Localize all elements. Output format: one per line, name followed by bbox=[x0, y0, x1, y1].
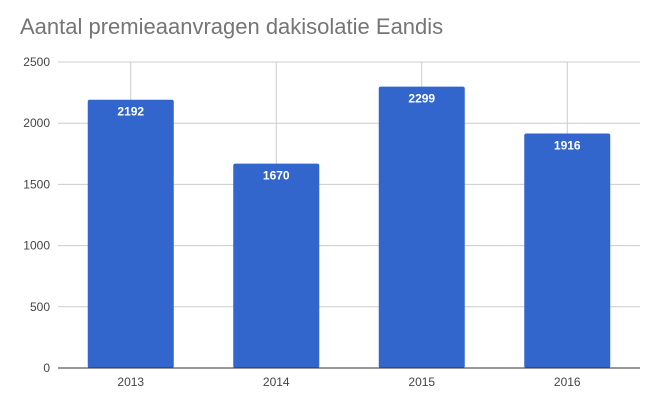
y-tick-label: 1500 bbox=[23, 177, 50, 191]
data-label: 2192 bbox=[117, 105, 144, 119]
x-tick-label: 2015 bbox=[408, 375, 435, 389]
bar-2015 bbox=[378, 86, 465, 368]
bar-layer bbox=[87, 86, 611, 368]
y-tick-label: 1000 bbox=[23, 239, 50, 253]
data-label: 1916 bbox=[554, 138, 581, 152]
bar-2016 bbox=[524, 133, 611, 368]
y-tick-label: 2000 bbox=[23, 116, 50, 130]
y-tick-label: 0 bbox=[43, 361, 50, 375]
y-tick-label: 2500 bbox=[23, 55, 50, 69]
chart-title: Aantal premieaanvragen dakisolatie Eandi… bbox=[20, 14, 444, 39]
x-tick-label: 2016 bbox=[554, 375, 581, 389]
data-label: 2299 bbox=[408, 92, 435, 106]
bar-2013 bbox=[87, 99, 174, 368]
label-layer: 0 500 1000 1500 2000 2500 2192 2013 1670 2014 2299… bbox=[23, 55, 581, 389]
y-tick-label: 500 bbox=[30, 300, 50, 314]
x-tick-label: 2014 bbox=[263, 375, 290, 389]
bar-2014 bbox=[233, 163, 320, 368]
data-label: 1670 bbox=[263, 169, 290, 183]
x-tick-label: 2013 bbox=[117, 375, 144, 389]
